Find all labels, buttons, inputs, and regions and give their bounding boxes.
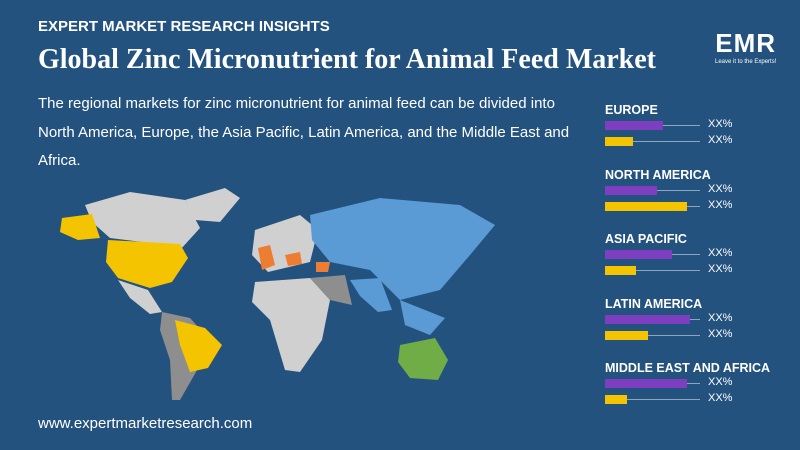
footer-url: www.expertmarketresearch.com <box>38 415 253 432</box>
russia-asia <box>310 198 495 300</box>
middle-east <box>310 275 352 305</box>
region-name: LATIN AMERICA <box>605 296 703 311</box>
bar-track <box>605 141 700 142</box>
bar-track <box>605 399 700 400</box>
region-bar <box>605 330 648 340</box>
region-bar <box>605 121 663 130</box>
region-share: XX% <box>708 198 733 211</box>
eyebrow: EXPERT MARKET RESEARCH INSIGHTS <box>38 18 330 35</box>
region-bar <box>605 185 657 195</box>
europe-highlight <box>258 245 330 272</box>
title: Global Zinc Micronutrient for Animal Fee… <box>38 44 657 75</box>
region-bar <box>605 379 687 388</box>
description: The regional markets for zinc micronutri… <box>38 95 570 169</box>
region-share: XX% <box>708 118 733 130</box>
region-share: XX% <box>708 327 733 340</box>
south-asia <box>350 278 445 335</box>
mexico <box>118 280 162 314</box>
australia <box>398 338 448 380</box>
region-share: XX% <box>708 182 733 195</box>
region-name: ASIA PACIFIC <box>605 232 687 246</box>
region-bar <box>605 266 636 275</box>
logo: EMR Leave it to the Experts! <box>715 28 776 65</box>
region-share: XX% <box>708 392 733 404</box>
logo-name: EMR <box>715 28 777 58</box>
canada <box>85 192 200 250</box>
logo-tagline: Leave it to the Experts! <box>715 59 777 65</box>
africa <box>252 278 330 372</box>
bar-track <box>605 334 700 336</box>
region-bar <box>605 395 627 404</box>
region-name: EUROPE <box>605 103 658 117</box>
region-name: NORTH AMERICA <box>605 167 711 182</box>
region-bar <box>605 201 687 211</box>
greenland <box>185 188 240 222</box>
region-bar <box>605 137 633 146</box>
region-share: XX% <box>708 134 733 146</box>
region-share: XX% <box>708 311 733 324</box>
region-share: XX% <box>708 247 733 259</box>
brazil <box>175 320 222 372</box>
region-share: XX% <box>708 376 733 388</box>
bar-track <box>605 270 700 271</box>
region-name: MIDDLE EAST AND AFRICA <box>605 361 771 375</box>
region-bar <box>605 314 690 324</box>
usa <box>106 240 188 288</box>
region-share: XX% <box>708 263 733 275</box>
region-bar <box>605 250 672 259</box>
alaska <box>60 214 100 240</box>
